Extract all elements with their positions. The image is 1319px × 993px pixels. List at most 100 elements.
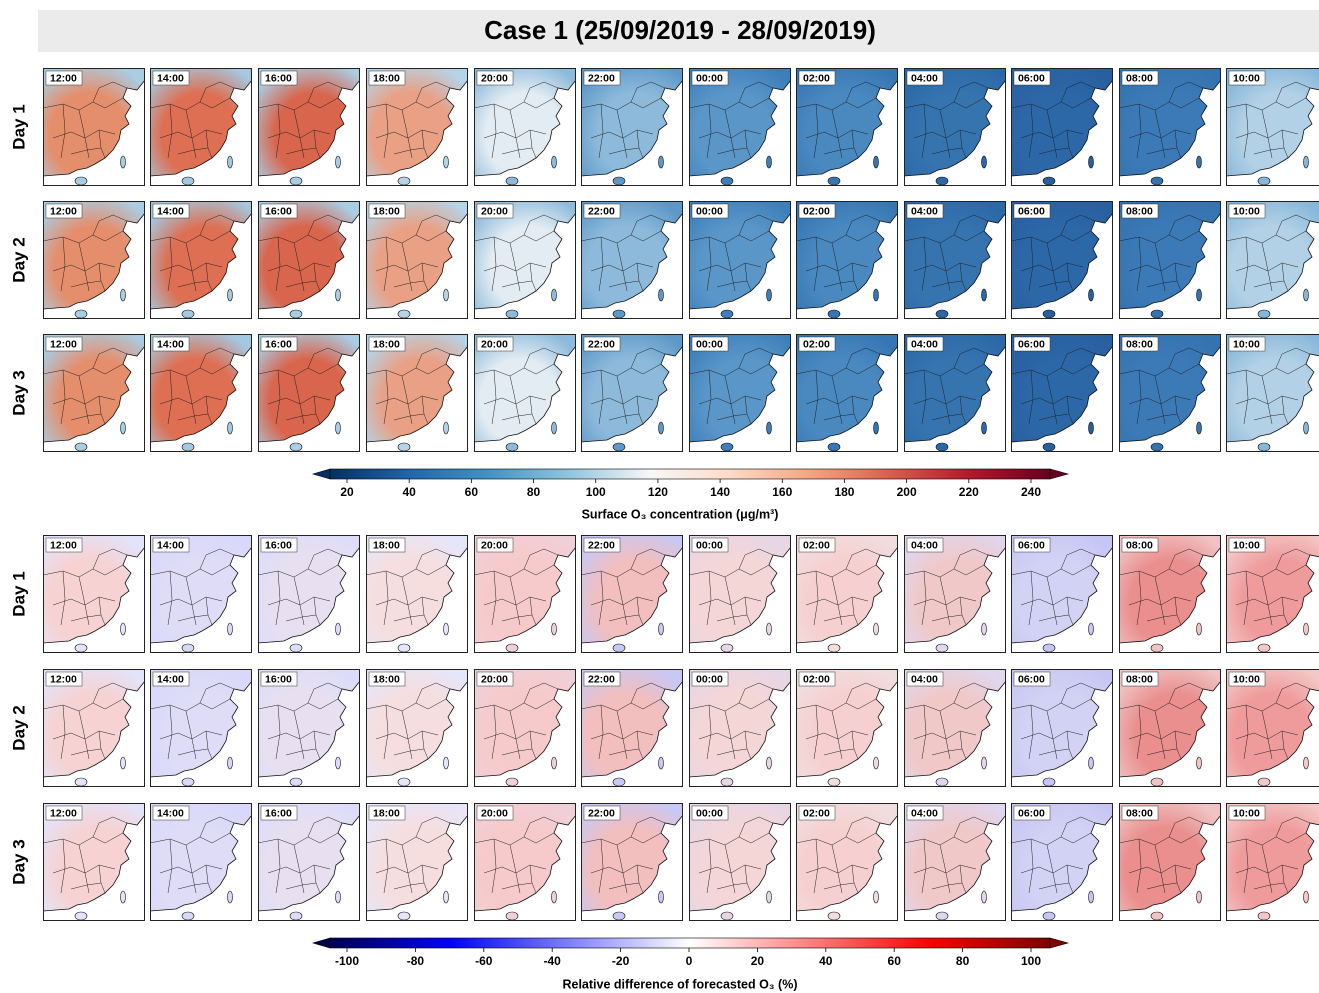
colorbar-tick-label: 240 [1021,485,1041,499]
map-panel: 00:00 [689,201,791,319]
map-panel: 02:00 [796,68,898,186]
map-panel: 06:00 [1011,68,1113,186]
map-panel: 08:00 [1119,201,1221,319]
map-panel: 16:00 [258,803,360,921]
time-label: 16:00 [265,539,292,551]
map-panel: 08:00 [1119,803,1221,921]
map-panel: 20:00 [474,68,576,186]
map-panel: 06:00 [1011,334,1113,452]
colorbar-tick-label: 60 [888,954,902,968]
time-label: 18:00 [373,539,400,551]
time-label: 02:00 [803,72,830,84]
time-label: 20:00 [481,807,508,819]
time-label: 12:00 [50,338,77,350]
row-label: Day 3 [9,839,28,884]
time-label: 08:00 [1126,673,1153,685]
time-label: 10:00 [1233,807,1260,819]
map-panel: 14:00 [150,535,252,653]
row-label: Day 2 [9,705,28,750]
map-panel: 20:00 [474,334,576,452]
time-label: 14:00 [157,338,184,350]
colorbar-tick-label: 200 [897,485,917,499]
colorbar-tick-label: -20 [612,954,630,968]
map-panel: 08:00 [1119,535,1221,653]
colorbar-extend [1050,469,1068,479]
colorbar [330,469,1050,479]
map-panel: 12:00 [43,535,145,653]
time-label: 00:00 [696,539,723,551]
time-label: 08:00 [1126,807,1153,819]
time-label: 06:00 [1018,539,1045,551]
time-label: 20:00 [481,539,508,551]
time-label: 06:00 [1018,338,1045,350]
map-panel: 20:00 [474,803,576,921]
map-panel: 10:00 [1226,803,1319,921]
time-label: 20:00 [481,205,508,217]
map-panel: 00:00 [689,334,791,452]
time-label: 10:00 [1233,205,1260,217]
map-panel: 18:00 [366,669,468,787]
map-panel: 22:00 [581,201,683,319]
colorbar-tick-label: 40 [403,485,417,499]
time-label: 10:00 [1233,673,1260,685]
time-label: 18:00 [373,205,400,217]
colorbar [330,938,1050,948]
colorbar-extend [1050,938,1068,948]
time-label: 12:00 [50,205,77,217]
map-panel: 18:00 [366,803,468,921]
map-panel: 02:00 [796,334,898,452]
map-panel: 00:00 [689,535,791,653]
map-panel: 04:00 [904,334,1006,452]
colorbar-tick-label: 0 [686,954,693,968]
time-label: 06:00 [1018,807,1045,819]
map-panel: 02:00 [796,535,898,653]
colorbar-tick-label: 180 [834,485,854,499]
time-label: 12:00 [50,807,77,819]
time-label: 00:00 [696,673,723,685]
time-label: 06:00 [1018,673,1045,685]
figure-title: Case 1 (25/09/2019 - 28/09/2019) [484,15,876,45]
time-label: 04:00 [911,807,938,819]
map-panel: 14:00 [150,669,252,787]
map-panel: 14:00 [150,201,252,319]
time-label: 06:00 [1018,205,1045,217]
map-panel: 22:00 [581,535,683,653]
map-panel: 02:00 [796,803,898,921]
time-label: 18:00 [373,673,400,685]
time-label: 00:00 [696,72,723,84]
colorbar-tick-label: 60 [465,485,479,499]
time-label: 12:00 [50,539,77,551]
time-label: 16:00 [265,205,292,217]
map-panel: 06:00 [1011,669,1113,787]
time-label: 10:00 [1233,539,1260,551]
map-panel: 02:00 [796,201,898,319]
time-label: 22:00 [588,72,615,84]
map-panel: 04:00 [904,201,1006,319]
map-panel: 12:00 [43,803,145,921]
time-label: 16:00 [265,673,292,685]
row-label: Day 2 [9,237,28,282]
colorbar-tick-label: 100 [1021,954,1041,968]
colorbar-extend [313,938,330,948]
map-panel: 10:00 [1226,669,1319,787]
time-label: 02:00 [803,205,830,217]
time-label: 20:00 [481,338,508,350]
map-panel: 16:00 [258,669,360,787]
time-label: 14:00 [157,673,184,685]
map-panel: 14:00 [150,334,252,452]
time-label: 04:00 [911,539,938,551]
colorbar-label: Relative difference of forecasted O₃ (%) [562,977,797,991]
time-label: 00:00 [696,205,723,217]
map-panel: 06:00 [1011,201,1113,319]
map-panel: 14:00 [150,68,252,186]
time-label: 18:00 [373,807,400,819]
colorbar-tick-label: 140 [710,485,730,499]
time-label: 02:00 [803,673,830,685]
colorbar-tick-label: 100 [586,485,606,499]
time-label: 16:00 [265,338,292,350]
time-label: 14:00 [157,807,184,819]
time-label: 08:00 [1126,338,1153,350]
time-label: 22:00 [588,807,615,819]
map-panel: 22:00 [581,669,683,787]
map-panel: 22:00 [581,334,683,452]
